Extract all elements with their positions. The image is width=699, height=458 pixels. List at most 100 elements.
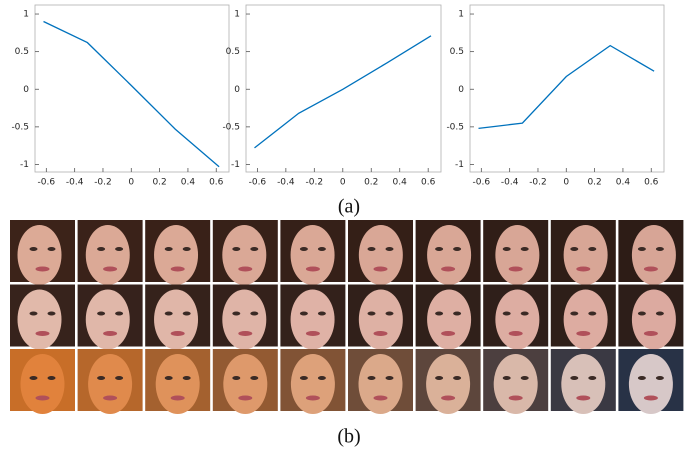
eye — [521, 376, 529, 380]
face-image — [618, 220, 683, 285]
x-tick-label: -0.6 — [249, 178, 267, 188]
face-image — [348, 220, 413, 285]
eye — [656, 312, 664, 316]
x-tick-label: -0.4 — [501, 178, 519, 188]
mouth — [171, 331, 185, 336]
mouth — [576, 331, 590, 336]
mouth — [576, 396, 590, 401]
eye — [570, 312, 578, 316]
x-tick-label: -0.4 — [277, 178, 295, 188]
mouth — [644, 331, 658, 336]
face-image — [280, 349, 345, 414]
y-tick-label: -1 — [455, 160, 464, 170]
x-tick-label: 0 — [128, 178, 134, 188]
mouth — [103, 267, 117, 272]
eye — [656, 247, 664, 251]
eye — [386, 312, 394, 316]
face — [156, 354, 200, 414]
eye — [232, 312, 240, 316]
eye — [503, 376, 511, 380]
y-tick-label: 0.5 — [450, 47, 464, 57]
face-image — [213, 285, 278, 350]
mouth — [441, 267, 455, 272]
y-tick-label: 0 — [234, 85, 240, 95]
face-image — [78, 220, 143, 285]
face-image — [10, 220, 75, 285]
face-image — [483, 220, 548, 285]
face — [427, 290, 471, 350]
eye — [638, 376, 646, 380]
figure: (a) (b) -1-0.500.51-0.6-0.4-0.200.20.40.… — [0, 0, 699, 458]
eye — [115, 247, 123, 251]
eye — [638, 312, 646, 316]
mouth — [576, 267, 590, 272]
face — [359, 354, 403, 414]
eye — [183, 376, 191, 380]
mouth — [509, 396, 523, 401]
eye — [453, 312, 461, 316]
mouth — [171, 396, 185, 401]
mouth — [644, 267, 658, 272]
face — [495, 225, 539, 285]
mouth — [306, 267, 320, 272]
x-tick-label: 0 — [563, 178, 569, 188]
face-image — [280, 285, 345, 350]
axes-box — [470, 5, 664, 172]
eye — [588, 376, 596, 380]
eye — [503, 247, 511, 251]
y-tick-label: -1 — [231, 160, 240, 170]
eye — [48, 312, 56, 316]
eye — [30, 247, 38, 251]
eye — [115, 312, 123, 316]
eye — [435, 376, 443, 380]
caption: (a) — [338, 196, 360, 218]
face — [21, 354, 65, 414]
x-tick-label: 0.4 — [393, 178, 408, 188]
x-tick-label: 0 — [340, 178, 346, 188]
face-image — [551, 349, 616, 414]
face-image — [145, 285, 210, 350]
face — [427, 225, 471, 285]
x-tick-label: 0.4 — [181, 178, 196, 188]
y-tick-label: 0.5 — [226, 47, 240, 57]
eye — [115, 376, 123, 380]
eye — [48, 376, 56, 380]
eye — [656, 376, 664, 380]
eye — [183, 247, 191, 251]
eye — [97, 247, 105, 251]
mouth — [306, 331, 320, 336]
x-tick-label: 0.4 — [616, 178, 631, 188]
face-image — [145, 349, 210, 414]
eye — [250, 247, 258, 251]
face-image — [551, 220, 616, 285]
face — [222, 290, 266, 350]
face — [426, 354, 470, 414]
y-tick-label: -0.5 — [222, 122, 240, 132]
face — [86, 290, 130, 350]
face — [88, 354, 132, 414]
eye — [97, 376, 105, 380]
face — [494, 354, 538, 414]
face — [18, 290, 62, 350]
face-image — [618, 285, 683, 350]
mouth — [509, 267, 523, 272]
y-tick-label: -1 — [20, 160, 29, 170]
y-tick-label: 1 — [23, 10, 29, 20]
eye — [435, 312, 443, 316]
data-line — [255, 36, 432, 148]
y-tick-label: 1 — [234, 10, 240, 20]
eye — [232, 247, 240, 251]
mouth — [36, 331, 50, 336]
x-tick-label: -0.2 — [306, 178, 324, 188]
eye — [368, 312, 376, 316]
face-image — [78, 285, 143, 350]
eye — [183, 312, 191, 316]
eye — [318, 312, 326, 316]
mouth — [238, 396, 252, 401]
eye — [30, 312, 38, 316]
eye — [250, 312, 258, 316]
y-tick-label: 0.5 — [15, 47, 29, 57]
eye — [300, 247, 308, 251]
face-image — [78, 349, 143, 414]
x-tick-label: -0.6 — [38, 178, 56, 188]
